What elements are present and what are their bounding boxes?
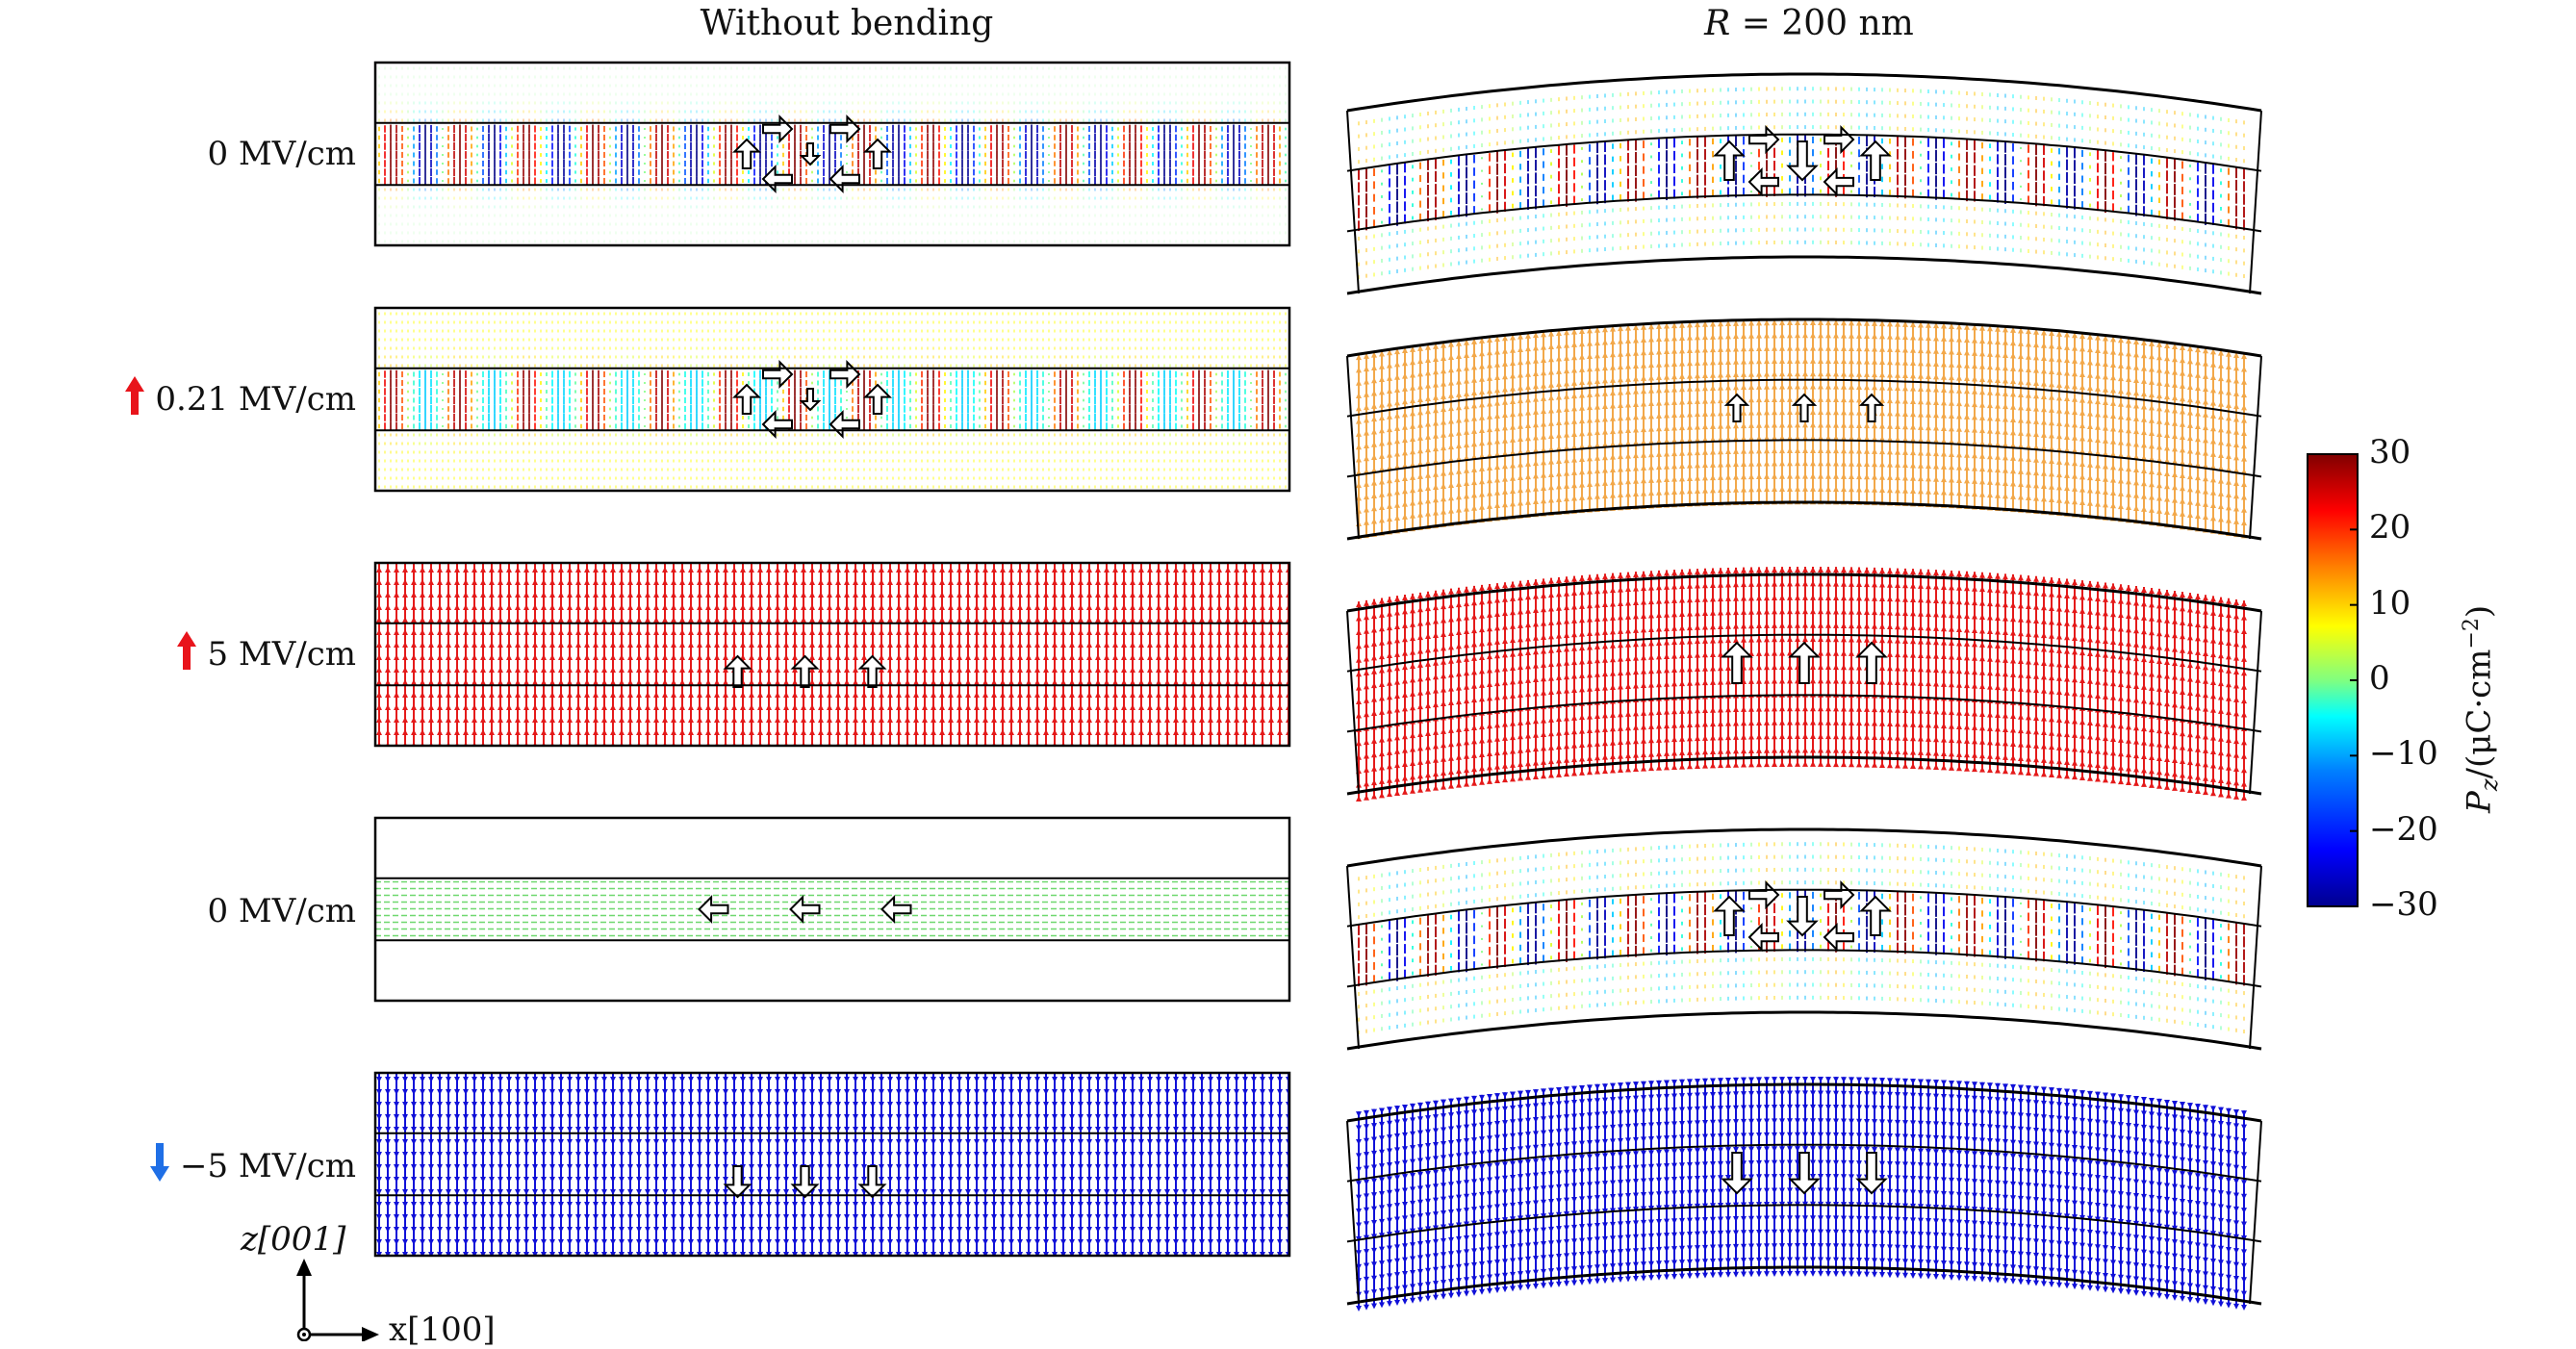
polarization-arrow: [763, 166, 792, 191]
left-panels: [375, 63, 1291, 1260]
polarization-arrow: [802, 143, 819, 165]
polarization-arrow: [865, 140, 889, 168]
left-panel-1: [375, 67, 1289, 243]
polarization-arrow: [734, 140, 758, 168]
left-panel-2: [375, 313, 1289, 489]
